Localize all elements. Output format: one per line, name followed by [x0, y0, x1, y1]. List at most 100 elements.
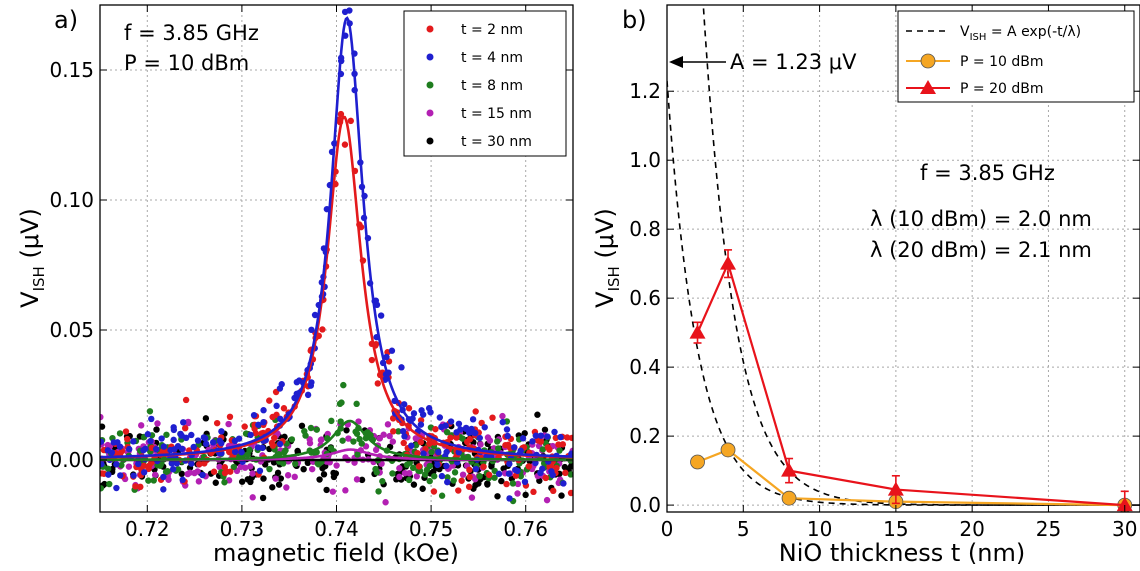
scatter-point-1-95 [499, 418, 506, 426]
scatter-point-2-221 [244, 451, 251, 458]
scatter-point-0-170 [503, 480, 510, 488]
scatter-point-3-171 [216, 463, 223, 471]
scatter-point-1-178 [418, 407, 425, 414]
scatter-point-1-22 [560, 480, 567, 487]
scatter-point-2-166 [353, 430, 361, 437]
scatter-point-1-221 [481, 424, 488, 431]
scatter-point-3-168 [514, 490, 521, 497]
panel-b-ylabel: VISH (μV) [591, 208, 623, 308]
legend-marker-2nm [426, 25, 434, 33]
scatter-point-4-18 [277, 475, 285, 482]
scatter-point-0-114 [210, 468, 218, 475]
scatter-point-3-150 [484, 434, 492, 441]
scatter-point-0-144 [542, 474, 549, 482]
scatter-point-4-112 [153, 426, 160, 433]
scatter-point-4-52 [259, 494, 267, 502]
scatter-point-0-133 [447, 434, 454, 441]
legend-marker-4nm [426, 53, 434, 61]
panel-a-ylabel: VISH (μV) [16, 208, 48, 308]
scatter-point-3-29 [154, 420, 161, 427]
legend-marker-15nm [426, 109, 434, 117]
scatter-point-1-30 [444, 478, 451, 486]
scatter-point-1-164 [130, 472, 137, 479]
scatter-point-1-21 [398, 364, 405, 371]
marker-1-0 [689, 324, 706, 339]
scatter-point-1-121 [202, 440, 210, 448]
scatter-point-4-153 [275, 481, 283, 488]
scatter-point-4-198 [534, 411, 541, 418]
panel-a-series-layer [100, 7, 573, 512]
scatter-point-0-71 [266, 397, 273, 404]
panel-a-xtick-label-2: 0.74 [314, 517, 359, 541]
panel-b-plot-area [667, 5, 1140, 512]
scatter-point-2-134 [106, 480, 113, 488]
scatter-point-2-1 [450, 477, 457, 484]
scatter-point-1-156 [113, 461, 120, 468]
scatter-point-1-113 [469, 416, 477, 423]
scatter-point-1-122 [231, 448, 239, 456]
scatter-point-2-108 [556, 447, 563, 454]
scatter-point-2-14 [266, 465, 273, 473]
scatter-point-1-204 [521, 478, 529, 486]
marker-0-0 [690, 454, 705, 470]
panel-b-ytick-label-4: 0.8 [629, 217, 661, 241]
scatter-point-1-206 [199, 471, 206, 479]
scatter-point-0-69 [547, 463, 555, 470]
scatter-point-3-170 [384, 421, 392, 428]
scatter-point-1-171 [311, 311, 319, 319]
scatter-point-0-103 [552, 434, 560, 442]
scatter-point-1-81 [417, 421, 425, 428]
scatter-point-1-102 [503, 426, 511, 433]
scatter-point-1-70 [401, 433, 408, 440]
scatter-point-4-196 [178, 470, 185, 478]
scatter-point-3-183 [355, 418, 362, 425]
panel-a-ytick-label-0: 0.00 [49, 448, 94, 472]
panel-a-xtick-label-4: 0.76 [503, 517, 548, 541]
a-value-arrow: A = 1.23 μV [669, 50, 857, 74]
scatter-point-1-192 [453, 429, 460, 436]
scatter-point-4-152 [521, 430, 528, 437]
scatter-point-1-47 [276, 440, 284, 448]
scatter-point-1-142 [383, 353, 390, 361]
scatter-point-1-39 [218, 428, 225, 435]
panel-b-legend-box [897, 10, 1135, 103]
scatter-point-1-60 [557, 433, 564, 441]
scatter-point-3-62 [151, 471, 159, 479]
scatter-point-0-105 [562, 469, 569, 477]
scatter-point-3-209 [353, 476, 361, 483]
scatter-point-1-129 [519, 435, 527, 442]
scatter-point-3-85 [272, 475, 279, 482]
fit-curve-2 [100, 419, 573, 462]
scatter-point-2-131 [339, 437, 346, 444]
scatter-point-1-72 [447, 418, 455, 425]
scatter-point-2-31 [230, 463, 238, 471]
panel-a-xtick-label-3: 0.75 [409, 517, 454, 541]
legend-20dbm-label: P = 20 dBm [960, 81, 1043, 97]
scatter-point-0-211 [100, 470, 106, 477]
scatter-point-0-68 [489, 414, 496, 421]
scatter-point-2-218 [443, 428, 451, 436]
scatter-point-1-91 [455, 420, 463, 427]
scatter-point-2-164 [340, 381, 347, 389]
scatter-point-1-180 [100, 460, 105, 468]
scatter-point-3-60 [386, 432, 393, 440]
scatter-point-1-77 [537, 432, 545, 439]
scatter-point-0-151 [480, 463, 487, 470]
scatter-point-1-175 [117, 472, 124, 479]
scatter-point-1-216 [539, 465, 546, 472]
legend-label-2nm: t = 2 nm [461, 22, 523, 38]
scatter-point-1-69 [105, 471, 112, 478]
panel-b-xtick-label-3: 15 [883, 517, 908, 541]
scatter-point-0-55 [341, 141, 349, 148]
scatter-point-1-153 [510, 444, 518, 451]
scatter-point-1-198 [148, 415, 155, 423]
scatter-point-2-157 [145, 477, 152, 484]
scatter-point-0-220 [347, 117, 354, 125]
scatter-point-1-118 [529, 438, 536, 445]
scatter-point-0-122 [405, 405, 413, 412]
scatter-point-2-150 [476, 472, 483, 480]
panel-a-letter: a) [54, 6, 78, 34]
scatter-point-3-174 [241, 464, 249, 471]
scatter-point-3-67 [499, 412, 506, 420]
